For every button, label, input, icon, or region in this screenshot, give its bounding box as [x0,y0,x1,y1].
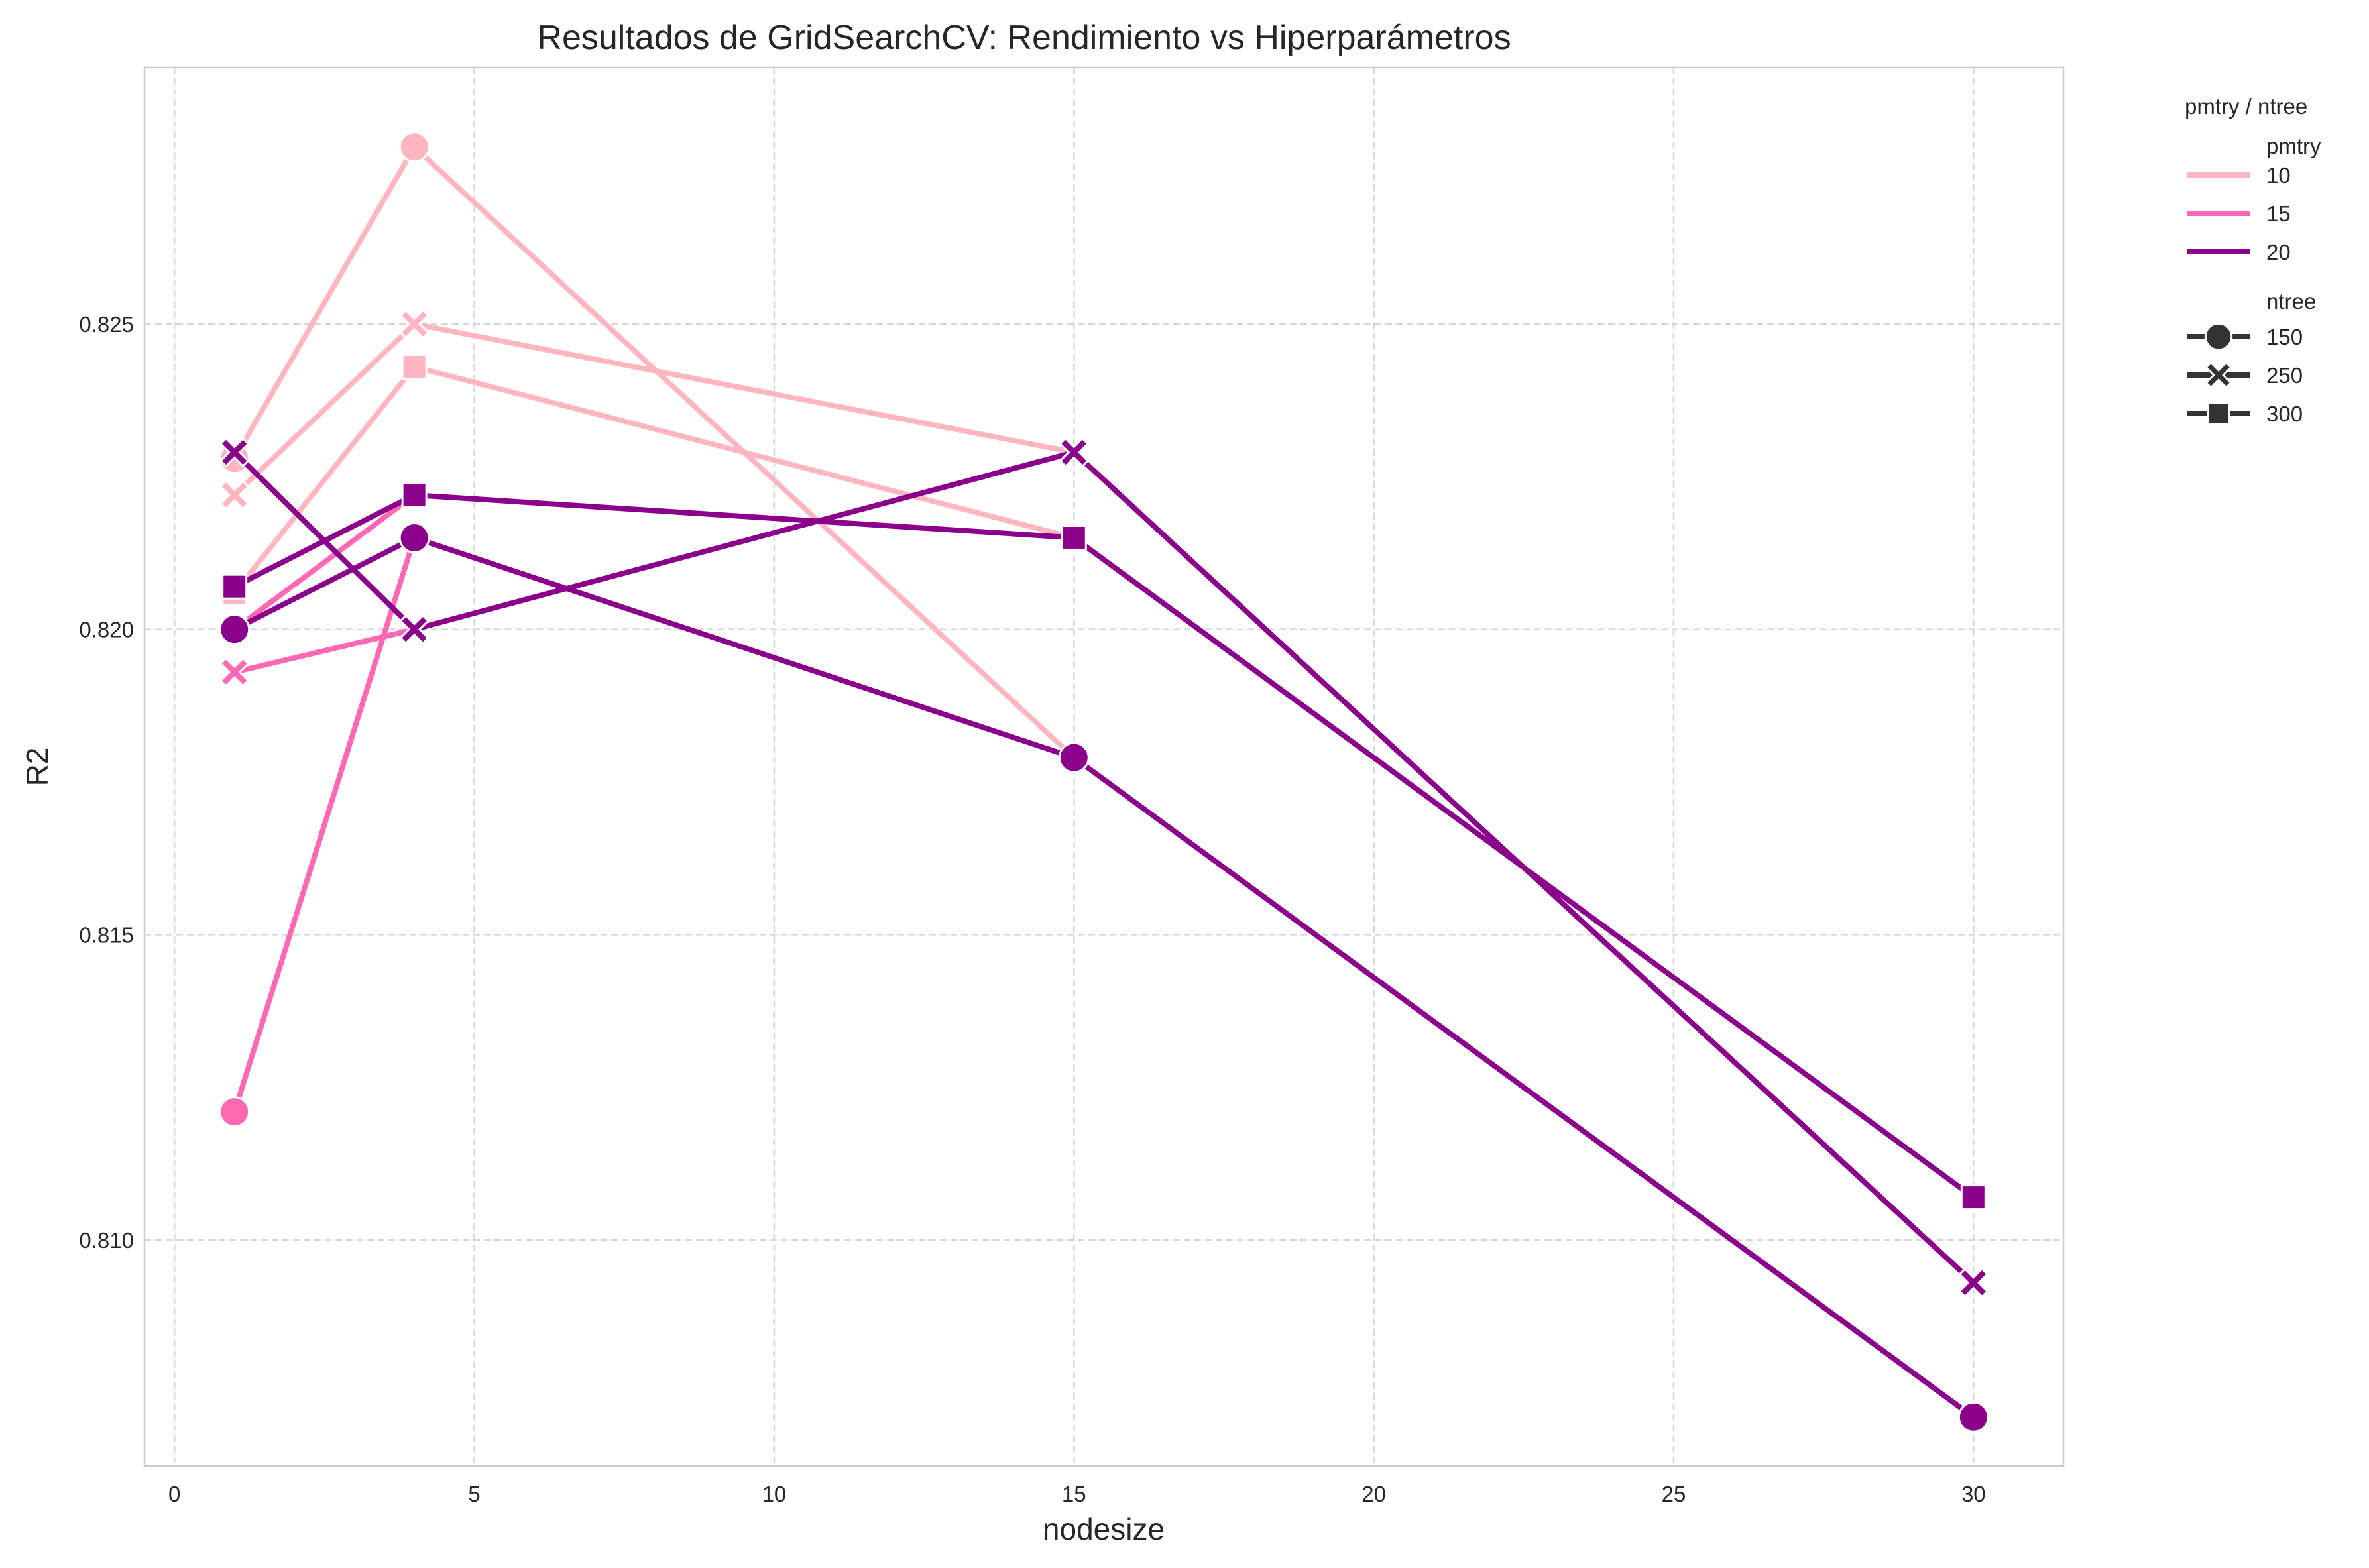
legend-hue-entries: 10 15 20 [2187,163,2291,264]
series-pmtry-20-ntree-150 [219,522,1989,1433]
data-point [1058,742,1090,773]
data-point [398,131,430,163]
series-pmtry-20-ntree-300 [221,482,1987,1211]
legend-entry: 150 [2187,322,2303,351]
data-point [401,482,428,508]
x-tick-label: 15 [1062,1482,1086,1506]
x-tick-label: 0 [168,1482,180,1506]
legend-style-title: ntree [2266,289,2316,313]
data-point [1958,1267,1989,1298]
legend-entry: 15 [2187,201,2291,226]
legend-label: 150 [2266,325,2303,349]
series-line [231,492,418,632]
data-point [219,480,250,510]
data-point [401,353,428,380]
legend-hue-title: pmtry [2266,134,2321,158]
legend-entry: 300 [2187,402,2303,426]
grid [144,68,2063,1466]
legend-entry: 250 [2187,361,2303,389]
data-point [219,437,250,468]
legend-marker [2204,322,2233,351]
series-line [231,535,418,1115]
x-axis-label: nodesize [1043,1512,1165,1546]
y-tick-label: 0.810 [79,1228,134,1253]
data-point [219,1096,251,1128]
legend-entry: 10 [2187,163,2291,188]
y-axis-ticks: 0.810 0.815 0.820 0.825 [79,312,134,1253]
legend-label: 20 [2266,240,2291,264]
legend-marker [2207,402,2230,425]
legend-style-entries: 150 250 300 [2187,322,2303,426]
y-tick-label: 0.820 [79,618,134,642]
data-point [1957,1401,1989,1433]
legend-entry: 20 [2187,240,2291,264]
data-point [1960,1184,1987,1211]
legend: pmtry / ntree pmtry 10 15 20 ntree 150 250 3… [2185,94,2321,426]
series-line [231,535,1977,1420]
legend-label: 10 [2266,163,2291,188]
x-tick-label: 30 [1961,1482,1986,1506]
legend-marker [2205,361,2232,389]
series-line [231,626,418,675]
chart-title: Resultados de GridSearchCV: Rendimiento … [537,19,1511,57]
series-layer [219,131,1989,1433]
series-line [231,492,1977,1200]
legend-label: 15 [2266,201,2291,226]
data-point [1059,437,1090,468]
data-point [398,522,430,553]
legend-label: 300 [2266,402,2303,426]
legend-label: 250 [2266,363,2303,388]
data-point [221,573,248,600]
x-axis-ticks: 0 5 10 15 20 25 30 [168,1482,1986,1506]
x-tick-label: 5 [468,1482,480,1506]
plot-area [143,66,2065,1467]
data-point [399,614,430,645]
x-tick-label: 25 [1662,1482,1686,1506]
x-tick-label: 20 [1361,1482,1386,1506]
y-tick-label: 0.815 [79,923,134,947]
legend-title: pmtry / ntree [2185,94,2307,119]
data-point [219,657,250,688]
x-tick-label: 10 [762,1482,787,1506]
plot-frame [143,66,2065,1467]
data-point [399,309,430,339]
data-point [1061,524,1087,551]
y-tick-label: 0.825 [79,312,134,337]
data-point [219,614,251,645]
y-axis-label: R2 [20,748,54,787]
